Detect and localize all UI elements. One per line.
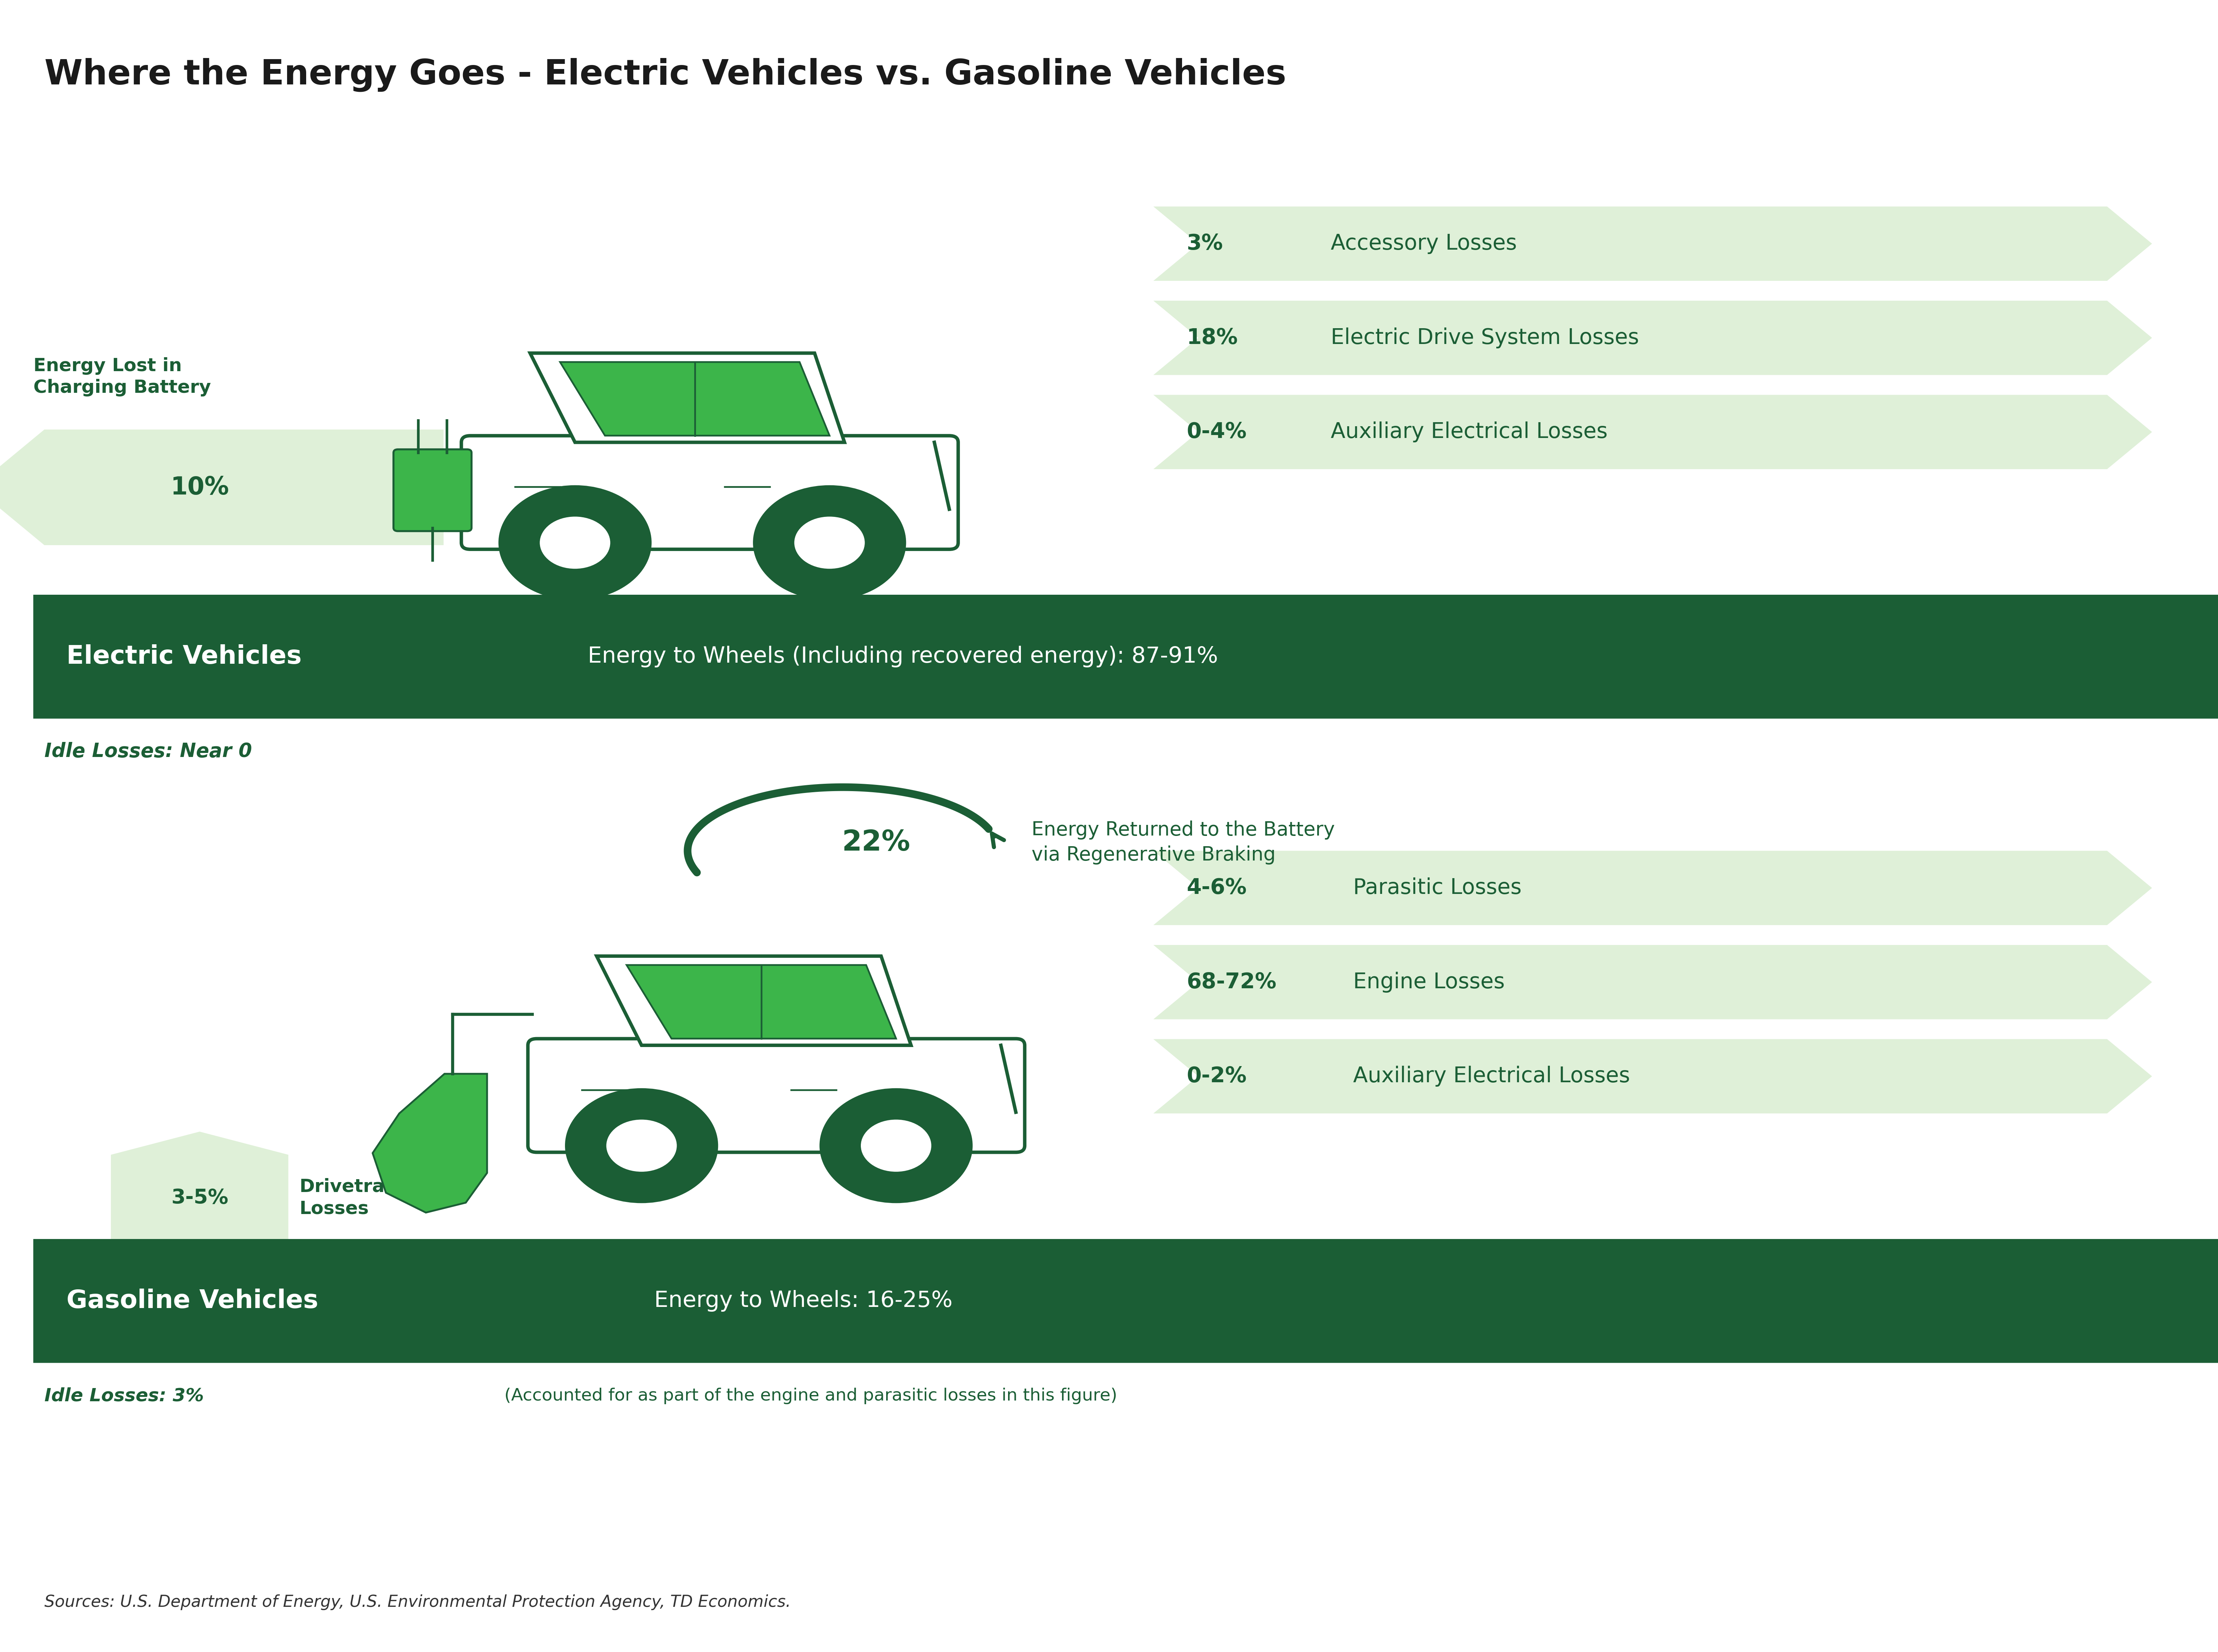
Polygon shape [1153,851,2151,925]
FancyBboxPatch shape [461,436,958,548]
Text: Electric Drive System Losses: Electric Drive System Losses [1331,327,1639,349]
Text: 68-72%: 68-72% [1187,971,1278,993]
Polygon shape [628,965,896,1039]
Text: 22%: 22% [843,829,909,856]
Text: Engine Losses: Engine Losses [1353,971,1504,993]
Text: Auxiliary Electrical Losses: Auxiliary Electrical Losses [1331,421,1608,443]
FancyBboxPatch shape [528,1039,1025,1153]
Polygon shape [1153,395,2151,469]
Polygon shape [1153,945,2151,1019]
Polygon shape [373,1074,488,1213]
Text: 3-5%: 3-5% [171,1188,228,1208]
Text: 18%: 18% [1187,327,1238,349]
Text: 0-2%: 0-2% [1187,1066,1247,1087]
Circle shape [794,515,865,570]
Polygon shape [559,362,830,436]
Polygon shape [1153,301,2151,375]
Text: Idle Losses: Near 0: Idle Losses: Near 0 [44,742,253,762]
Text: Parasitic Losses: Parasitic Losses [1353,877,1522,899]
Circle shape [539,515,610,570]
Circle shape [861,1118,932,1173]
Polygon shape [1153,206,2151,281]
Text: Gasoline Vehicles: Gasoline Vehicles [67,1289,319,1313]
Polygon shape [597,957,912,1046]
Text: Where the Energy Goes - Electric Vehicles vs. Gasoline Vehicles: Where the Energy Goes - Electric Vehicle… [44,58,1286,93]
Circle shape [821,1090,971,1201]
Polygon shape [111,1132,288,1247]
Circle shape [501,487,650,598]
Polygon shape [530,354,845,443]
Text: Energy Returned to the Battery
via Regenerative Braking: Energy Returned to the Battery via Regen… [1031,821,1335,864]
Polygon shape [33,1239,2218,1363]
Circle shape [568,1090,716,1201]
Text: 0-4%: 0-4% [1187,421,1247,443]
Circle shape [754,487,905,598]
Polygon shape [1153,1039,2151,1113]
Text: Drivetrain
Losses: Drivetrain Losses [299,1178,404,1218]
Text: Accessory Losses: Accessory Losses [1331,233,1517,254]
Text: Electric Vehicles: Electric Vehicles [67,644,302,669]
Circle shape [606,1118,676,1173]
Text: Sources: U.S. Department of Energy, U.S. Environmental Protection Agency, TD Eco: Sources: U.S. Department of Energy, U.S.… [44,1594,792,1611]
Text: Auxiliary Electrical Losses: Auxiliary Electrical Losses [1353,1066,1630,1087]
Polygon shape [33,595,2218,719]
Text: 3%: 3% [1187,233,1222,254]
Text: 10%: 10% [171,476,228,499]
Text: Energy Lost in
Charging Battery: Energy Lost in Charging Battery [33,357,211,396]
FancyBboxPatch shape [393,449,472,532]
Text: (Accounted for as part of the engine and parasitic losses in this figure): (Accounted for as part of the engine and… [499,1388,1118,1404]
Text: Energy to Wheels: 16-25%: Energy to Wheels: 16-25% [654,1290,954,1312]
Text: Energy to Wheels (Including recovered energy): 87-91%: Energy to Wheels (Including recovered en… [588,646,1218,667]
Text: 4-6%: 4-6% [1187,877,1247,899]
FancyBboxPatch shape [408,464,457,520]
Text: Idle Losses: 3%: Idle Losses: 3% [44,1388,204,1404]
Polygon shape [0,430,444,545]
